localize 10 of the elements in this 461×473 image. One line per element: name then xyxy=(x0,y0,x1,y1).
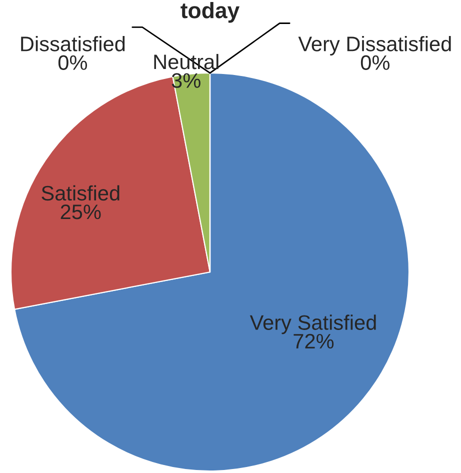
chart-title: today xyxy=(180,2,240,23)
slice-label: Satisfied xyxy=(42,185,120,201)
slice-label: Very Satisfied xyxy=(250,314,376,334)
text: 0% xyxy=(58,55,88,70)
pie-slice xyxy=(14,72,410,472)
legend-label: Dissatisfied xyxy=(21,36,125,52)
data-label: 72% xyxy=(294,334,334,349)
text: 0% xyxy=(360,55,390,70)
category-label: Very Dissatisfied xyxy=(298,36,451,56)
data-label: 25% xyxy=(60,204,101,220)
